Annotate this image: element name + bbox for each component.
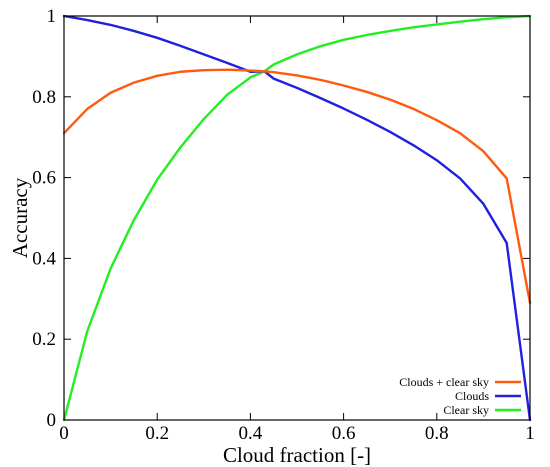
legend-label: Clear sky [443, 403, 489, 417]
y-tick-label: 0.8 [32, 87, 56, 108]
y-tick-label: 0.2 [32, 329, 56, 350]
y-tick-label: 1 [47, 6, 57, 27]
x-tick-label: 0.6 [332, 423, 356, 444]
y-tick-label: 0.6 [32, 168, 56, 189]
legend-label: Clouds + clear sky [399, 375, 489, 389]
x-axis-label: Cloud fraction [-] [223, 443, 371, 467]
chart-marks [62, 14, 532, 422]
series-line-0 [62, 68, 532, 305]
y-axis-label: Accuracy [8, 177, 32, 258]
x-tick-label: 1 [525, 423, 535, 444]
plot-frame [63, 15, 531, 421]
axis-ticks: 0 0.2 0.4 0.6 0.8 1 0 0.2 0.4 0.6 0.8 1 [32, 6, 535, 444]
legend-label: Clouds [455, 389, 489, 403]
series-line-2 [62, 14, 532, 422]
y-tick-label: 0 [47, 410, 57, 431]
y-tick-label: 0.4 [32, 248, 56, 269]
x-tick-label: 0 [59, 423, 69, 444]
x-tick-label: 0.8 [425, 423, 449, 444]
series-line-1 [62, 14, 532, 422]
x-tick-label: 0.2 [145, 423, 169, 444]
x-tick-label: 0.4 [239, 423, 263, 444]
